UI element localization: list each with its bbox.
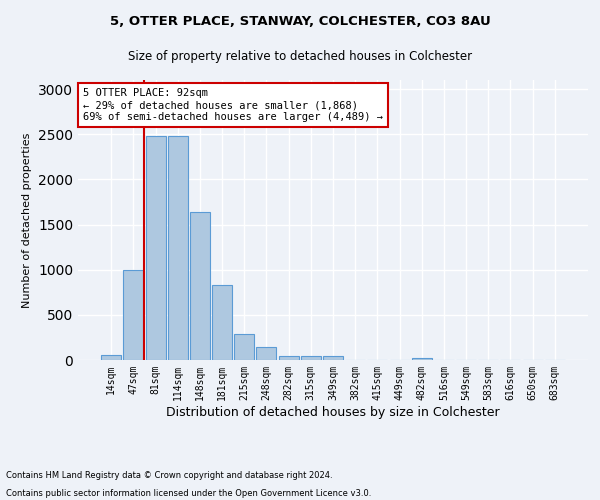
Text: 5 OTTER PLACE: 92sqm
← 29% of detached houses are smaller (1,868)
69% of semi-de: 5 OTTER PLACE: 92sqm ← 29% of detached h… (83, 88, 383, 122)
Bar (234, 334, 254, 360)
Bar (412, 358, 432, 360)
Y-axis label: Number of detached properties: Number of detached properties (22, 132, 32, 308)
Bar (278, 356, 299, 360)
Text: Size of property relative to detached houses in Colchester: Size of property relative to detached ho… (128, 50, 472, 63)
Bar (124, 270, 143, 360)
Bar (190, 212, 210, 360)
Bar (323, 356, 343, 360)
Text: 5, OTTER PLACE, STANWAY, COLCHESTER, CO3 8AU: 5, OTTER PLACE, STANWAY, COLCHESTER, CO3… (110, 15, 490, 28)
Bar (168, 136, 188, 360)
Text: Contains public sector information licensed under the Open Government Licence v3: Contains public sector information licen… (6, 488, 371, 498)
Bar (101, 355, 121, 360)
Bar (212, 284, 232, 360)
X-axis label: Distribution of detached houses by size in Colchester: Distribution of detached houses by size … (166, 406, 500, 418)
Bar (146, 136, 166, 360)
Text: Contains HM Land Registry data © Crown copyright and database right 2024.: Contains HM Land Registry data © Crown c… (6, 471, 332, 480)
Bar (301, 356, 321, 360)
Bar (256, 347, 277, 360)
